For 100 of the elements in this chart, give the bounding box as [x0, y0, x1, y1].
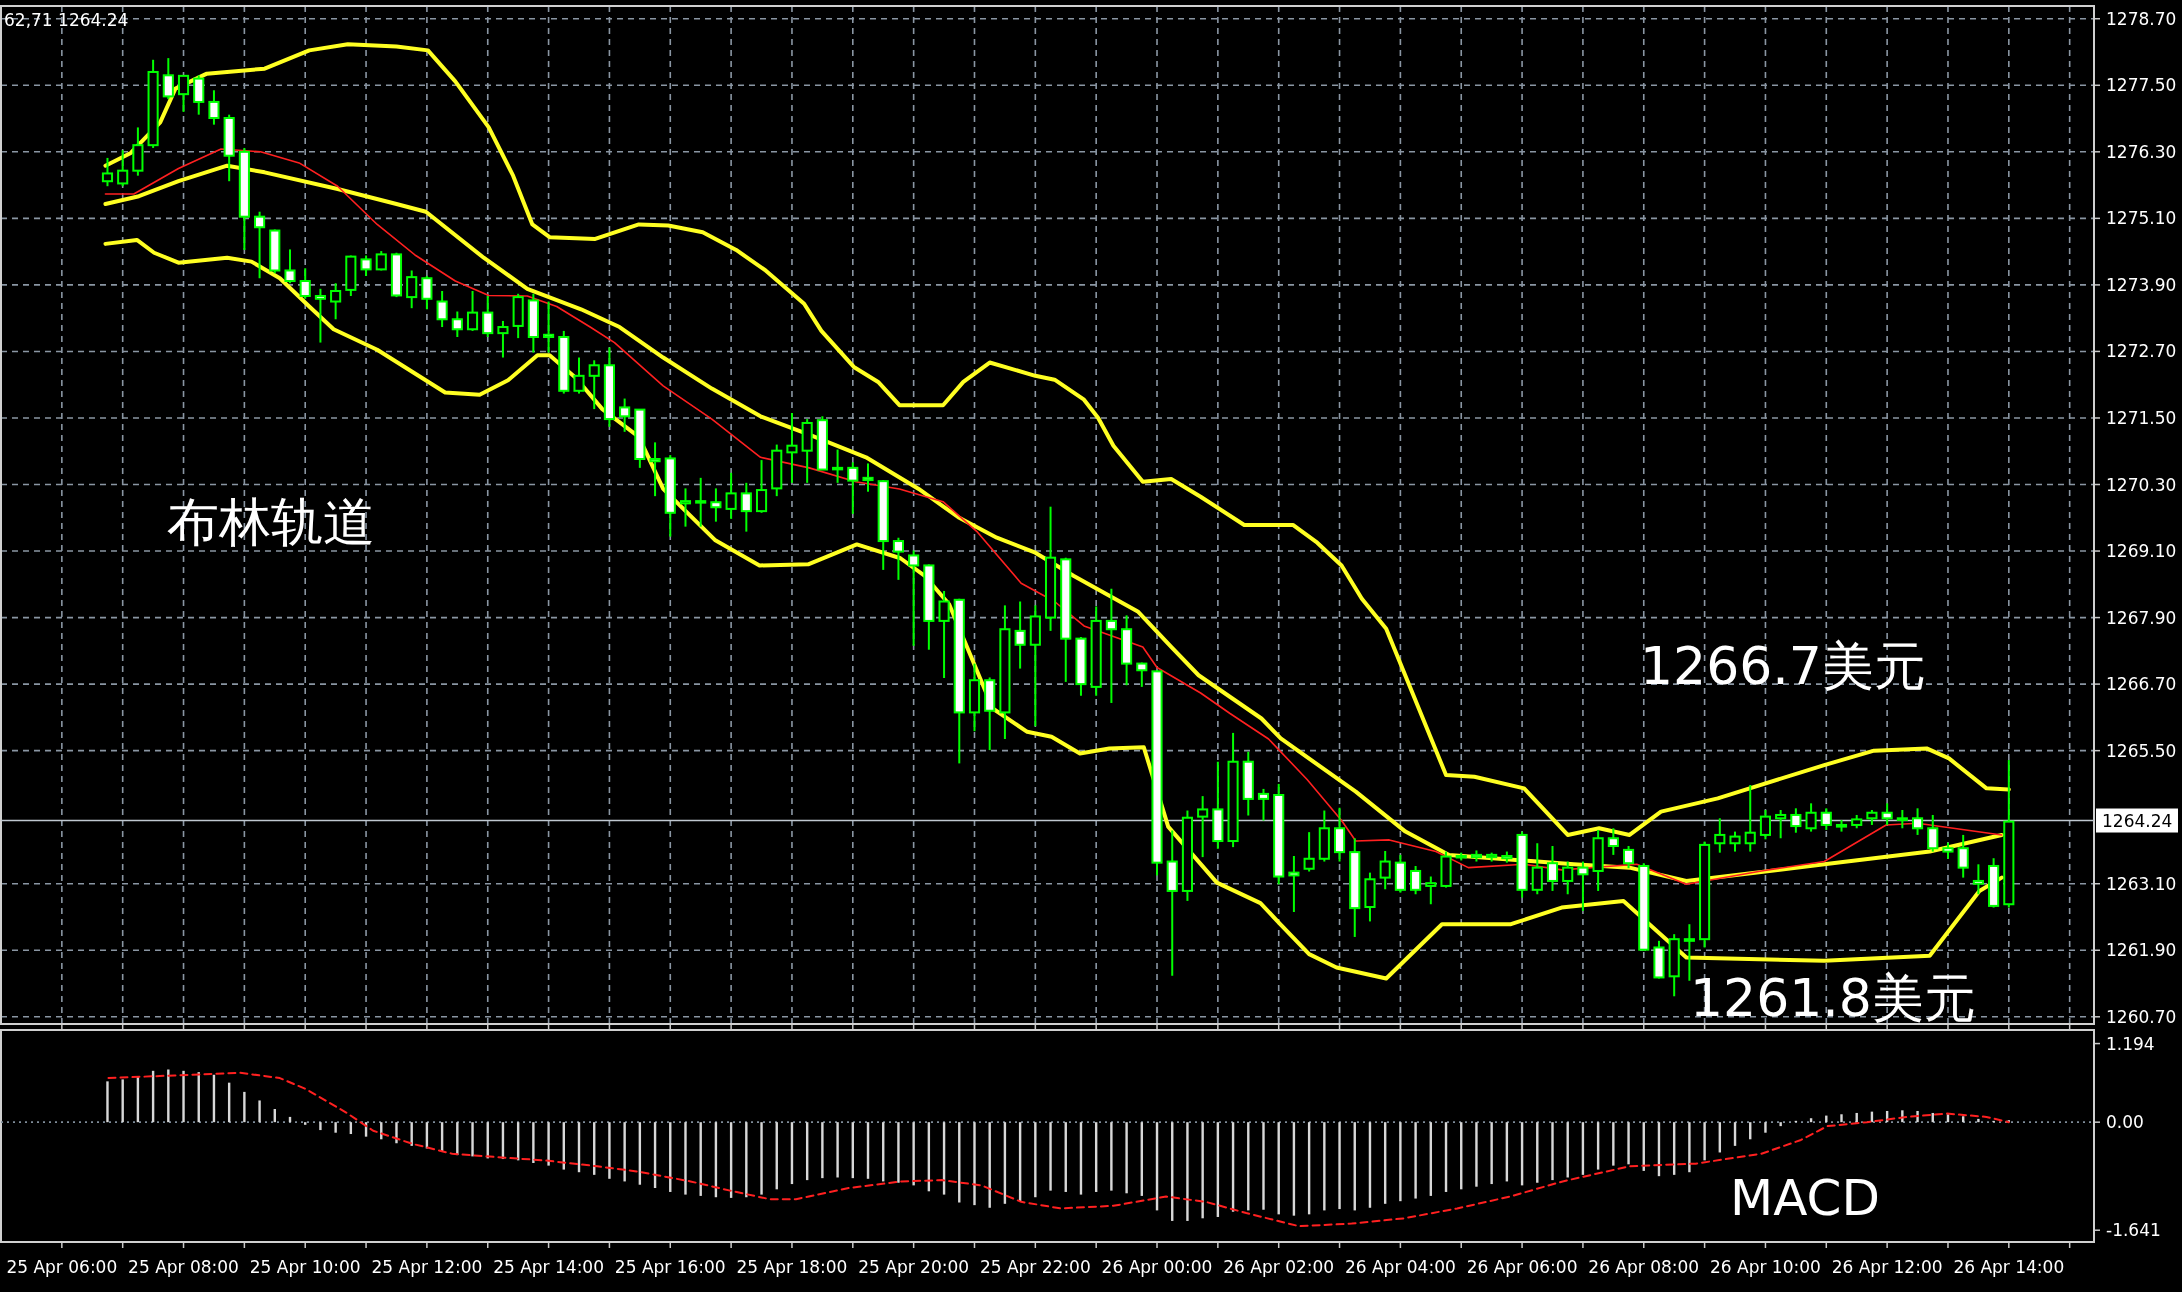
- candlestick: [619, 397, 631, 433]
- x-tick-label: 26 Apr 00:00: [1101, 1257, 1213, 1277]
- bar: [106, 1081, 109, 1123]
- candlestick: [254, 210, 266, 280]
- candlestick: [406, 269, 418, 310]
- bar: [1125, 1122, 1128, 1194]
- x-tick-label: 26 Apr 08:00: [1588, 1257, 1700, 1277]
- bar: [182, 1070, 185, 1123]
- candlestick: [1683, 923, 1695, 982]
- candlestick: [1425, 875, 1437, 906]
- bar: [623, 1122, 626, 1182]
- y-tick-label: 1266.70: [2106, 674, 2177, 695]
- x-tick-label: 25 Apr 14:00: [493, 1257, 605, 1277]
- candlestick: [1333, 806, 1346, 863]
- candlestick: [908, 549, 920, 647]
- y-tick-label: 1270.30: [2106, 474, 2177, 495]
- candlestick: [1972, 863, 1984, 896]
- x-tick-label: 26 Apr 14:00: [1953, 1257, 2065, 1277]
- y-tick-label: 1278.70: [2106, 8, 2177, 29]
- x-tick-label: 25 Apr 16:00: [614, 1257, 726, 1277]
- x-tick-label: 25 Apr 10:00: [249, 1257, 361, 1277]
- bar: [760, 1122, 763, 1195]
- candlestick: [177, 74, 190, 113]
- candlestick: [451, 310, 463, 339]
- candlestick: [1546, 845, 1559, 892]
- x-tick-label: 25 Apr 22:00: [979, 1257, 1091, 1277]
- candlestick: [573, 356, 585, 395]
- candlestick: [1744, 784, 1756, 853]
- bar: [684, 1122, 687, 1195]
- x-tick-label: 26 Apr 02:00: [1223, 1257, 1335, 1277]
- x-tick-label: 26 Apr 04:00: [1344, 1257, 1456, 1277]
- y-tick-label: 1276.30: [2106, 141, 2177, 162]
- annotation: 布林轨道: [167, 492, 375, 552]
- bar: [471, 1122, 474, 1157]
- bar: [1627, 1122, 1630, 1165]
- bar: [1977, 1118, 1980, 1123]
- candlestick: [421, 275, 433, 311]
- candlestick: [497, 319, 509, 359]
- y-tick-label: 1265.50: [2106, 740, 2177, 761]
- bar: [1201, 1122, 1204, 1219]
- y-tick-label: 1267.90: [2106, 607, 2177, 628]
- candlestick: [117, 149, 129, 188]
- ref-line-label: 1264.24: [2102, 810, 2173, 831]
- bar: [897, 1122, 900, 1183]
- candlestick: [1607, 827, 1619, 856]
- candlestick: [284, 248, 296, 285]
- annotation: MACD: [1730, 1169, 1880, 1227]
- y-tick-label: 0.00: [2106, 1112, 2144, 1133]
- candlestick: [1303, 831, 1315, 873]
- bar: [1490, 1122, 1493, 1185]
- bar: [821, 1122, 824, 1179]
- candlestick: [330, 282, 342, 321]
- candlestick: [1790, 807, 1802, 834]
- candlestick: [740, 481, 752, 533]
- bar: [1323, 1122, 1326, 1211]
- y-tick-label: 1271.50: [2106, 407, 2177, 428]
- bar: [258, 1100, 261, 1123]
- bar: [1110, 1122, 1113, 1191]
- bar: [836, 1122, 839, 1178]
- candlestick: [892, 536, 904, 581]
- x-tick-label: 25 Apr 20:00: [858, 1257, 970, 1277]
- x-tick-label: 25 Apr 06:00: [6, 1257, 118, 1277]
- candlestick: [847, 461, 859, 515]
- bar: [121, 1079, 124, 1123]
- x-tick-label: 25 Apr 18:00: [736, 1257, 848, 1277]
- bar: [410, 1122, 413, 1146]
- candlestick: [162, 57, 174, 101]
- candlestick: [1531, 842, 1543, 896]
- y-tick-label: 1273.90: [2106, 274, 2177, 295]
- bar: [243, 1091, 246, 1123]
- candlestick: [360, 254, 372, 278]
- bar: [1399, 1122, 1402, 1202]
- bar: [1034, 1122, 1037, 1198]
- bar: [699, 1122, 702, 1196]
- candlestick: [299, 267, 311, 300]
- bar: [1475, 1122, 1478, 1187]
- bar: [167, 1069, 170, 1123]
- candlestick: [1577, 860, 1589, 912]
- candlestick: [1820, 807, 1832, 831]
- candlestick: [695, 476, 707, 528]
- bar: [1262, 1122, 1265, 1210]
- y-tick-label: 1269.10: [2106, 541, 2177, 562]
- bar: [745, 1122, 748, 1198]
- bar: [1186, 1122, 1189, 1221]
- bar: [1338, 1122, 1341, 1210]
- candlestick: [1714, 817, 1726, 854]
- candlestick: [832, 448, 844, 484]
- candlestick: [1729, 830, 1741, 853]
- candlestick: [1911, 807, 1924, 836]
- candlestick: [466, 290, 479, 332]
- candlestick: [725, 471, 737, 520]
- bar: [1840, 1114, 1843, 1123]
- x-tick-label: 26 Apr 06:00: [1466, 1257, 1578, 1277]
- candlestick: [1881, 802, 1893, 826]
- candlestick: [482, 294, 494, 339]
- bar: [1551, 1122, 1554, 1181]
- bar: [973, 1122, 976, 1206]
- candlestick: [314, 287, 326, 344]
- candlestick: [543, 300, 555, 354]
- candlestick: [649, 441, 661, 498]
